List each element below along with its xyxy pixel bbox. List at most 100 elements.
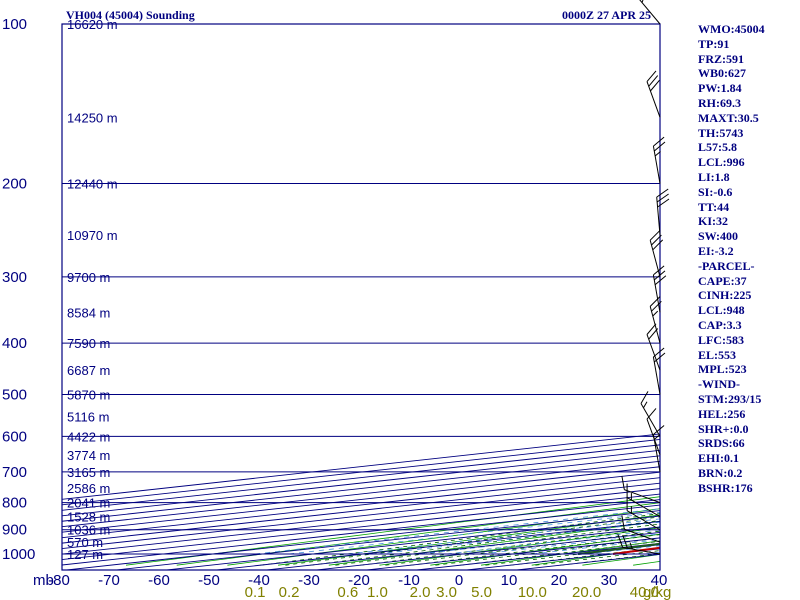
index-item: HEL:256 — [698, 406, 746, 421]
height-label: 6687 m — [67, 363, 110, 378]
pressure-tick-label: 100 — [2, 16, 27, 33]
mixing-ratio-label: 3.0 — [436, 584, 457, 600]
temperature-tick-label: -50 — [198, 572, 220, 589]
index-item: -PARCEL- — [698, 258, 755, 273]
height-label: 3774 m — [67, 448, 110, 463]
wind-barb — [646, 70, 661, 118]
mixing-ratio-label: 40.0 — [630, 584, 659, 600]
index-item: EHI:0.1 — [698, 451, 740, 466]
wind-barb — [649, 229, 664, 278]
height-label: 14250 m — [67, 110, 118, 125]
wind-barb-half-flag — [652, 310, 659, 317]
wind-barb-flag — [646, 323, 657, 335]
wind-barb-flag — [646, 70, 657, 82]
wind-barb-staff — [652, 146, 661, 184]
wind-barb-staff — [639, 0, 661, 25]
wind-barb-staff — [622, 546, 661, 555]
height-label: 10970 m — [67, 228, 118, 243]
wind-barb-flag — [648, 75, 659, 87]
temperature-tick-label: -70 — [98, 572, 120, 589]
pressure-tick-label: 900 — [2, 522, 27, 539]
height-label: 5870 m — [67, 388, 110, 403]
index-item: MAXT:30.5 — [698, 110, 759, 125]
wind-barb-staff — [649, 306, 661, 344]
height-label: 570 m — [67, 535, 103, 550]
dry-adiabat — [785, 35, 800, 565]
index-item: TP:91 — [698, 36, 730, 51]
isotherm-line — [62, 460, 660, 528]
wind-barb-flag — [640, 391, 649, 404]
isotherm-line — [62, 449, 660, 517]
wind-barb-half-flag — [654, 151, 661, 157]
wind-barb-staff — [624, 528, 661, 543]
wind-barb — [621, 515, 661, 543]
index-item: STM:293/15 — [698, 391, 762, 406]
wind-barb-flag — [653, 141, 666, 152]
dry-adiabat — [176, 502, 660, 566]
wind-barb-flag — [656, 193, 669, 203]
mixing-ratio-label: 0.6 — [337, 584, 358, 600]
temperature-tick-label: -80 — [48, 572, 70, 589]
mixing-ratio-label: 1.0 — [367, 584, 388, 600]
index-item: SI:-0.6 — [698, 184, 733, 199]
mixing-ratio-label: 5.0 — [471, 584, 492, 600]
index-item: TH:5743 — [698, 125, 744, 140]
wind-barb-staff — [652, 274, 661, 313]
wind-barb-flag — [653, 136, 665, 147]
wind-barb-staff — [626, 510, 661, 531]
isotherm-line — [62, 482, 660, 550]
isotherm-line — [62, 493, 660, 560]
temperature-tick-label: 30 — [601, 572, 618, 589]
wind-barb-flag — [652, 239, 664, 251]
dry-adiabat — [278, 514, 660, 566]
wind-barb-flag — [653, 425, 665, 435]
wind-barb-staff — [646, 81, 661, 118]
wind-barb-flag — [656, 188, 669, 198]
temperature-tick-label: -40 — [248, 572, 270, 589]
height-label: 8584 m — [67, 305, 110, 320]
height-label: 4422 m — [67, 429, 110, 444]
mixing-ratio-label: 10.0 — [518, 584, 547, 600]
wind-barb — [640, 391, 661, 437]
pressure-tick-label: 200 — [2, 176, 27, 193]
pressure-unit-label: mb — [33, 572, 54, 589]
wind-barb-staff — [656, 197, 661, 235]
wind-barb-staff — [624, 489, 661, 504]
index-item: SW:400 — [698, 229, 739, 244]
index-item: FRZ:591 — [698, 51, 744, 66]
mixing-ratio-unit-label: g/kg — [643, 584, 671, 600]
dry-adiabat — [379, 527, 660, 566]
wind-barb — [626, 496, 661, 531]
pressure-tick-label: 500 — [2, 387, 27, 404]
mixing-ratio-label: 20.0 — [572, 584, 601, 600]
isotherm-line — [62, 444, 660, 511]
wind-barb — [652, 425, 665, 472]
index-item: -WIND- — [698, 377, 740, 392]
index-item: CAP:3.3 — [698, 317, 742, 332]
mixing-ratio-label: 2.0 — [410, 584, 431, 600]
pressure-tick-label: 600 — [2, 428, 27, 445]
wind-barb-flag — [653, 347, 665, 358]
index-item: CINH:225 — [698, 288, 752, 303]
index-item: LFC:583 — [698, 332, 744, 347]
wind-barb — [649, 296, 662, 344]
height-label: 2586 m — [67, 481, 110, 496]
isotherm-line — [62, 455, 660, 522]
height-label: 1036 m — [67, 523, 110, 538]
wind-barb-flag — [651, 234, 662, 246]
wind-barb-flag — [651, 300, 662, 312]
index-item: SHR+:0.0 — [698, 421, 749, 436]
mixing-ratio-label: 0.1 — [245, 584, 266, 600]
height-label: 127 m — [67, 547, 103, 562]
wind-barb — [621, 475, 661, 504]
wind-barb — [646, 408, 661, 456]
height-label: 5116 m — [67, 409, 109, 424]
wind-barb-staff — [649, 240, 661, 278]
index-item: LCL:996 — [698, 155, 745, 170]
wind-barb-half-flag — [641, 0, 644, 3]
index-item: EI:-3.2 — [698, 243, 734, 258]
height-label: 1528 m — [67, 510, 110, 525]
wind-barb — [646, 323, 661, 371]
height-label: 2041 m — [67, 496, 110, 511]
